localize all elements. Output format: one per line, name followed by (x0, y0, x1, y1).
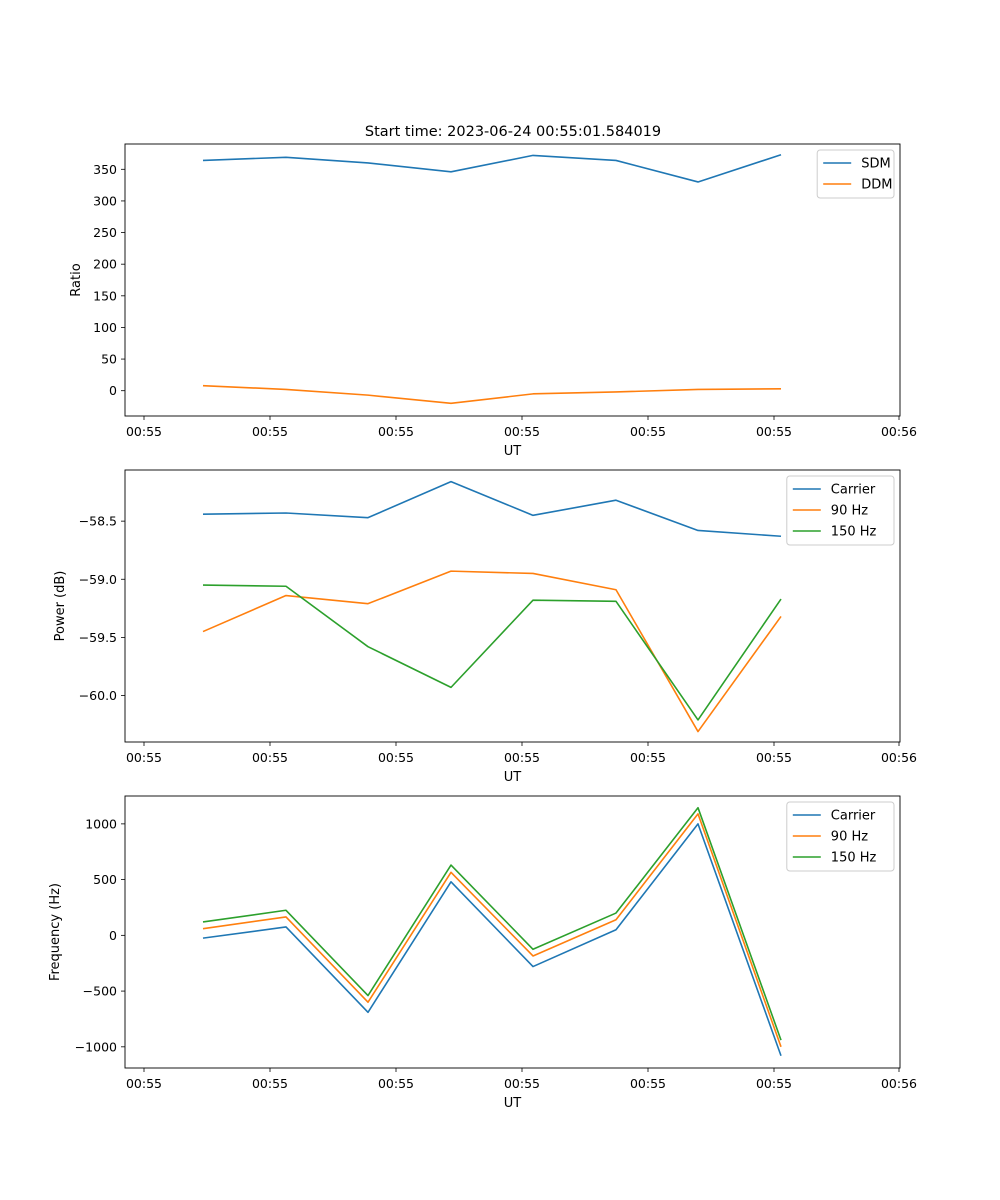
legend: SDM DDM (816, 149, 895, 199)
x-tick-label: 00:55 (630, 424, 666, 439)
axes-frame (124, 469, 901, 743)
x-tick-label: 00:55 (756, 424, 792, 439)
y-tick-label: 0 (109, 928, 117, 943)
x-tick-label: 00:55 (504, 1076, 540, 1091)
series-line-150-hz (202, 584, 782, 721)
legend-label: 90 Hz (831, 830, 868, 845)
y-axis-label: Power (dB) (53, 571, 68, 642)
chart-panel-1: 00:55 00:55 00:55 00:55 00:55 00:55 00:56 0 50 10… (69, 143, 917, 459)
legend-label: SDM (861, 157, 890, 172)
x-tick-label: 00:56 (881, 1076, 917, 1091)
y-tick-label: 350 (93, 162, 117, 177)
x-tick-label: 00:55 (126, 1076, 162, 1091)
x-tick-label: 00:55 (252, 424, 288, 439)
legend-label: Carrier (831, 809, 876, 824)
x-tick-label: 00:56 (881, 750, 917, 765)
legend-label: Carrier (831, 483, 876, 498)
x-tick-label: 00:55 (378, 750, 414, 765)
y-tick-label: −1000 (75, 1039, 117, 1054)
x-tick-label: 00:55 (378, 424, 414, 439)
y-tick-label: 1000 (85, 816, 117, 831)
y-axis-label: Ratio (69, 263, 84, 296)
series-line-sdm (202, 153, 782, 183)
series-line-ddm (202, 384, 782, 405)
axes-frame (124, 795, 901, 1069)
legend-box (786, 801, 895, 872)
x-tick-label: 00:55 (378, 1076, 414, 1091)
legend-label: DDM (861, 178, 892, 193)
x-tick-label: 00:55 (630, 1076, 666, 1091)
x-tick-label: 00:55 (126, 424, 162, 439)
y-tick-label: 300 (93, 193, 117, 208)
legend: Carrier 90 Hz 150 Hz (786, 475, 895, 546)
x-axis-label: UT (504, 770, 522, 785)
x-tick-label: 00:55 (504, 424, 540, 439)
y-tick-label: 100 (93, 320, 117, 335)
x-tick-label: 00:55 (126, 750, 162, 765)
x-tick-label: 00:55 (252, 750, 288, 765)
legend: Carrier 90 Hz 150 Hz (786, 801, 895, 872)
series-line-90-hz (202, 813, 782, 1048)
panels: 00:55 00:55 00:55 00:55 00:55 00:55 00:56 0 50 10… (48, 143, 917, 1111)
y-tick-label: 150 (93, 288, 117, 303)
y-tick-label: −59.0 (79, 572, 117, 587)
legend-label: 90 Hz (831, 504, 868, 519)
x-tick-label: 00:55 (756, 1076, 792, 1091)
y-tick-label: −59.5 (79, 630, 117, 645)
x-tick-label: 00:55 (756, 750, 792, 765)
legend-label: 150 Hz (831, 525, 877, 540)
x-tick-label: 00:56 (881, 424, 917, 439)
y-tick-label: −58.5 (79, 514, 117, 529)
x-tick-label: 00:55 (252, 1076, 288, 1091)
y-tick-label: 200 (93, 257, 117, 272)
x-axis-label: UT (504, 1096, 522, 1111)
x-tick-label: 00:55 (630, 750, 666, 765)
y-axis-label: Frequency (Hz) (48, 883, 63, 981)
legend-box (786, 475, 895, 546)
legend-label: 150 Hz (831, 851, 877, 866)
y-tick-label: −500 (83, 984, 117, 999)
series-line-150-hz (202, 806, 782, 1041)
figure-title: Start time: 2023-06-24 00:55:01.584019 (365, 124, 661, 140)
y-tick-label: 500 (93, 872, 117, 887)
y-tick-label: 0 (109, 383, 117, 398)
y-tick-label: 50 (101, 352, 117, 367)
y-tick-label: 250 (93, 225, 117, 240)
x-axis-label: UT (504, 444, 522, 459)
axes-frame (124, 143, 901, 417)
y-tick-label: −60.0 (79, 688, 117, 703)
series-line-carrier (202, 480, 782, 538)
x-tick-label: 00:55 (504, 750, 540, 765)
chart-panel-3: 00:55 00:55 00:55 00:55 00:55 00:55 00:56 −1000… (48, 795, 917, 1111)
legend-box (816, 149, 895, 199)
series-line-carrier (202, 823, 782, 1057)
chart-panel-2: 00:55 00:55 00:55 00:55 00:55 00:55 00:56 −60.0… (53, 469, 917, 785)
